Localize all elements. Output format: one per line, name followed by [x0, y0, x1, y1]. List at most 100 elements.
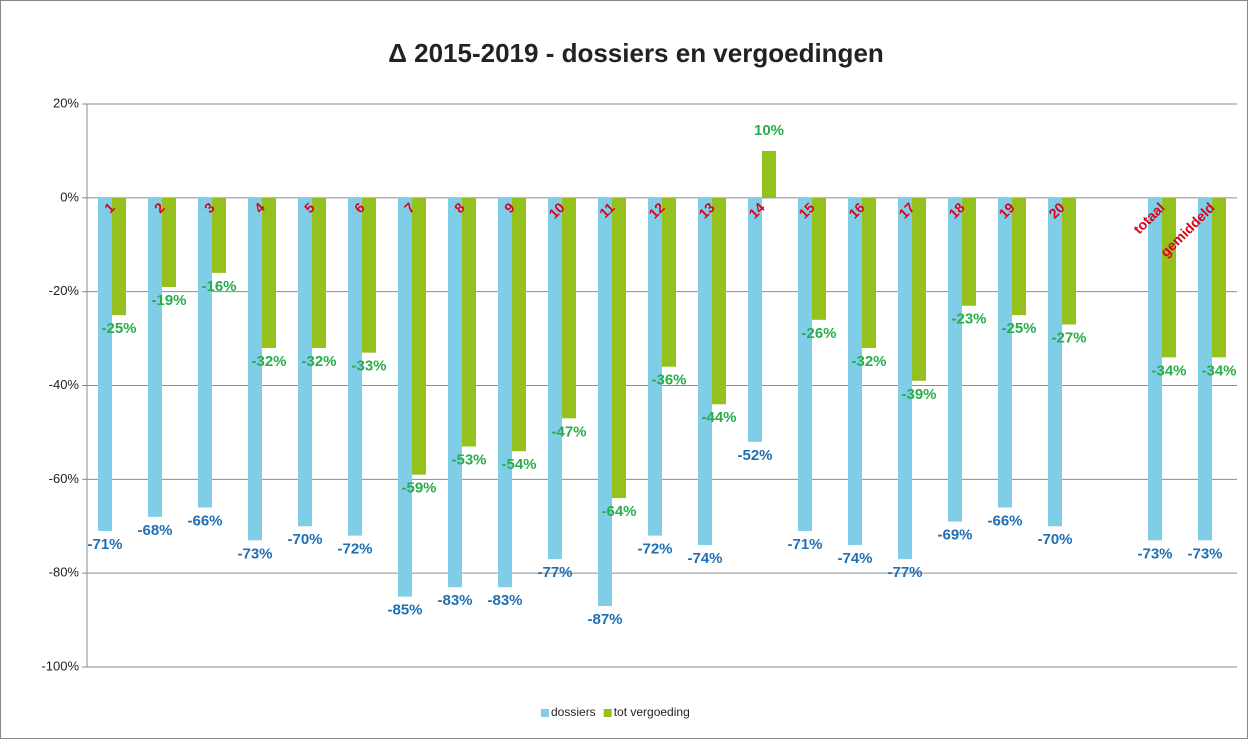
bar — [148, 197, 162, 517]
bar — [748, 197, 762, 442]
data-label: -83% — [437, 592, 472, 609]
y-tick-label: -80% — [49, 565, 80, 580]
data-label: -73% — [1137, 545, 1172, 562]
data-label: -71% — [87, 536, 122, 553]
bar — [912, 197, 926, 381]
bar — [298, 197, 312, 527]
data-label: -47% — [551, 423, 586, 440]
legend-swatch — [541, 709, 549, 717]
bar — [798, 197, 812, 531]
y-tick-label: -100% — [41, 658, 79, 673]
data-label: -73% — [1187, 545, 1222, 562]
bar — [312, 197, 326, 348]
bar — [812, 197, 826, 320]
data-label: -77% — [887, 564, 922, 581]
data-label: -34% — [1201, 362, 1236, 379]
data-label: -73% — [237, 545, 272, 562]
bar — [548, 197, 562, 560]
data-label: -70% — [1037, 531, 1072, 548]
data-label: -83% — [487, 592, 522, 609]
bar — [848, 197, 862, 546]
bar — [362, 197, 376, 353]
data-label: -34% — [1151, 362, 1186, 379]
data-label: -72% — [337, 541, 372, 558]
data-label: -19% — [151, 292, 186, 309]
data-label: -66% — [987, 512, 1022, 529]
data-label: -32% — [851, 353, 886, 370]
y-tick-label: -20% — [49, 283, 80, 298]
bar — [1162, 197, 1176, 358]
data-label: -32% — [301, 353, 336, 370]
bar — [612, 197, 626, 499]
bar — [1148, 197, 1162, 541]
data-label: -77% — [537, 564, 572, 581]
data-label: -25% — [1001, 320, 1036, 337]
data-label: 10% — [754, 122, 784, 139]
bar — [698, 197, 712, 546]
bar — [648, 197, 662, 536]
bar — [898, 197, 912, 560]
bar — [862, 197, 876, 348]
bar — [262, 197, 276, 348]
data-label: -72% — [637, 541, 672, 558]
bar — [398, 197, 412, 597]
bar — [412, 197, 426, 475]
bar — [212, 197, 226, 273]
bar — [448, 197, 462, 588]
bar — [462, 197, 476, 447]
data-label: -27% — [1051, 329, 1086, 346]
y-tick-label: 20% — [53, 95, 79, 110]
y-tick-label: 0% — [60, 189, 79, 204]
bar — [198, 197, 212, 508]
data-label: -25% — [101, 320, 136, 337]
y-tick-label: -60% — [49, 471, 80, 486]
bar — [962, 197, 976, 306]
bar — [1198, 197, 1212, 541]
y-tick-label: -40% — [49, 377, 80, 392]
bar — [1012, 197, 1026, 316]
data-label: -68% — [137, 522, 172, 539]
bar — [762, 150, 776, 198]
data-label: -74% — [687, 550, 722, 567]
data-label: -52% — [737, 447, 772, 464]
chart-title: Δ 2015-2019 - dossiers en vergoedingen — [388, 38, 884, 68]
data-label: -16% — [201, 278, 236, 295]
data-label: -85% — [387, 602, 422, 619]
bar — [1062, 197, 1076, 325]
bar — [162, 197, 176, 287]
data-label: -87% — [587, 611, 622, 628]
data-label: -36% — [651, 372, 686, 389]
bar — [998, 197, 1012, 508]
bar — [498, 197, 512, 588]
bar — [948, 197, 962, 522]
bar — [598, 197, 612, 607]
bar — [662, 197, 676, 367]
data-label: -66% — [187, 512, 222, 529]
data-label: -70% — [287, 531, 322, 548]
data-label: -53% — [451, 451, 486, 468]
data-label: -74% — [837, 550, 872, 567]
bar — [1048, 197, 1062, 527]
bar — [712, 197, 726, 405]
data-label: -44% — [701, 409, 736, 426]
legend-label: tot vergoeding — [614, 705, 690, 719]
bar — [112, 197, 126, 316]
data-label: -59% — [401, 480, 436, 497]
bar — [98, 197, 112, 531]
data-label: -64% — [601, 503, 636, 520]
data-label: -39% — [901, 386, 936, 403]
legend-label: dossiers — [551, 705, 596, 719]
legend-swatch — [603, 709, 612, 717]
data-label: -33% — [351, 358, 386, 375]
bar — [348, 197, 362, 536]
data-label: -26% — [801, 325, 836, 342]
data-label: -23% — [951, 311, 986, 328]
data-label: -71% — [787, 536, 822, 553]
bar — [248, 197, 262, 541]
data-label: -69% — [937, 527, 972, 544]
data-label: -54% — [501, 456, 536, 473]
bar — [512, 197, 526, 452]
data-label: -32% — [251, 353, 286, 370]
bar — [1212, 197, 1226, 358]
